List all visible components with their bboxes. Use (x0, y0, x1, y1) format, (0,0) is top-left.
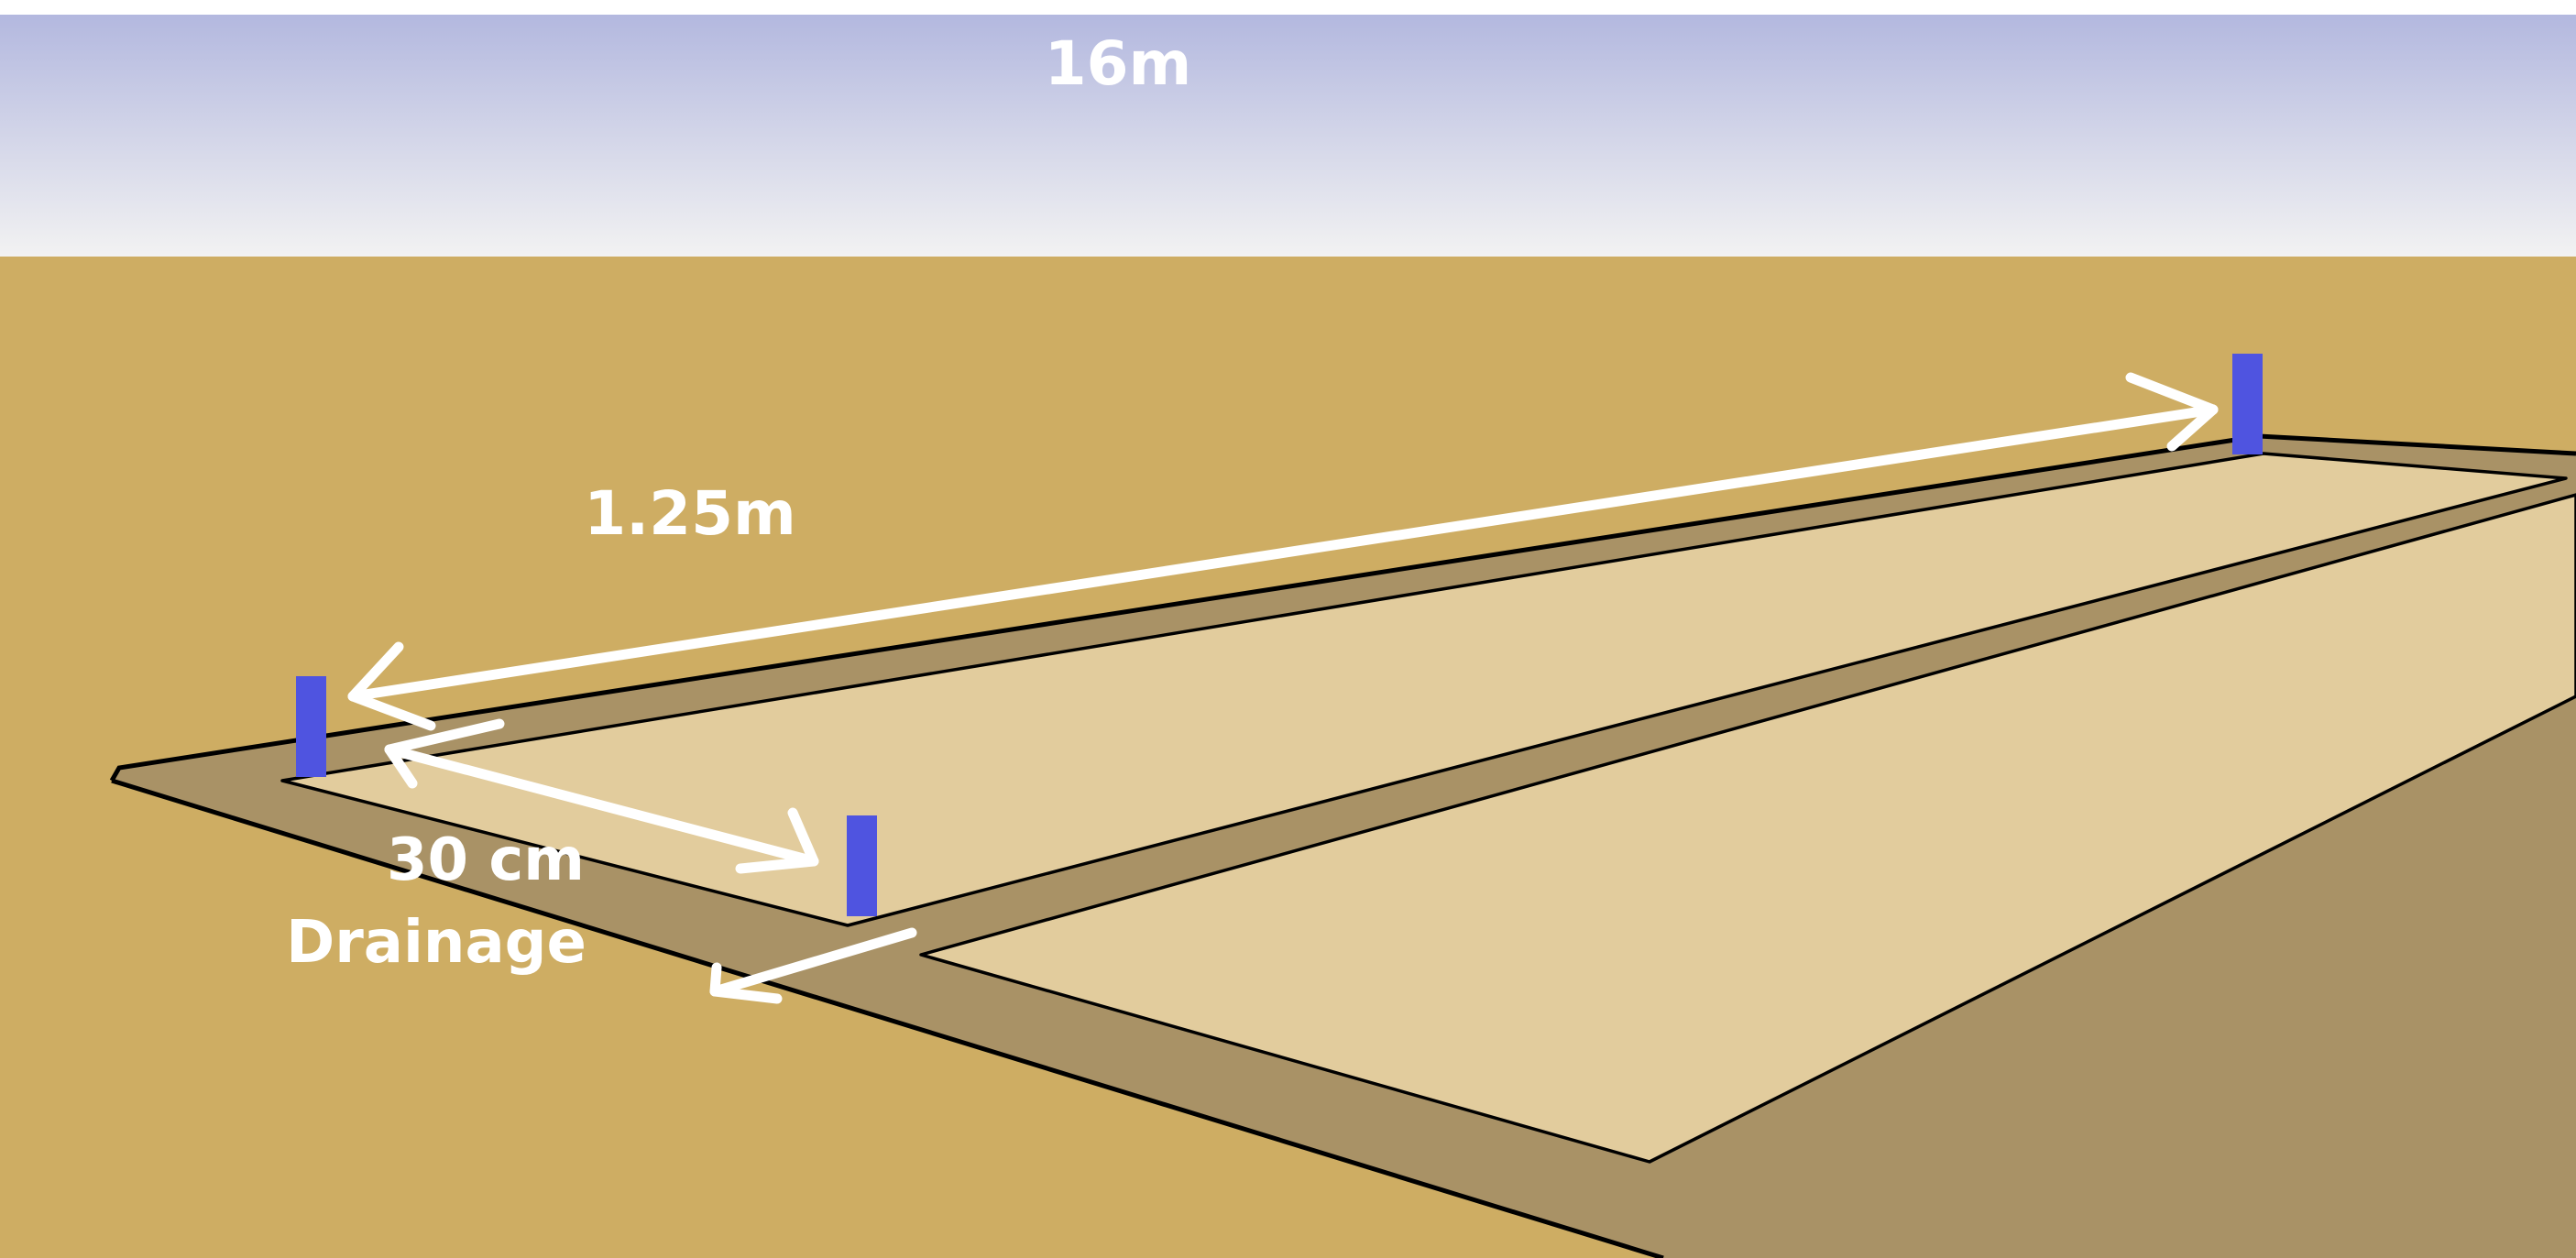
marker-post-front (847, 815, 877, 916)
wide-bed (919, 493, 2576, 1164)
path-width-label: 30 cm (387, 826, 585, 894)
trench-top-edge (109, 433, 2576, 782)
bed-width-label: 1.25m (584, 478, 796, 549)
drainage-label: Drainage (286, 909, 586, 977)
sky-band (0, 15, 2576, 257)
marker-post-far (2232, 354, 2263, 454)
marker-post-left (296, 676, 326, 777)
trench-front-edge (111, 778, 1664, 1258)
narrow-bed (280, 452, 2568, 927)
width-arrow (384, 718, 819, 874)
top-margin (0, 0, 2576, 15)
drainage-arrow (709, 927, 917, 1004)
total-length-label: 16m (1045, 28, 1192, 99)
length-arrow (347, 372, 2219, 731)
